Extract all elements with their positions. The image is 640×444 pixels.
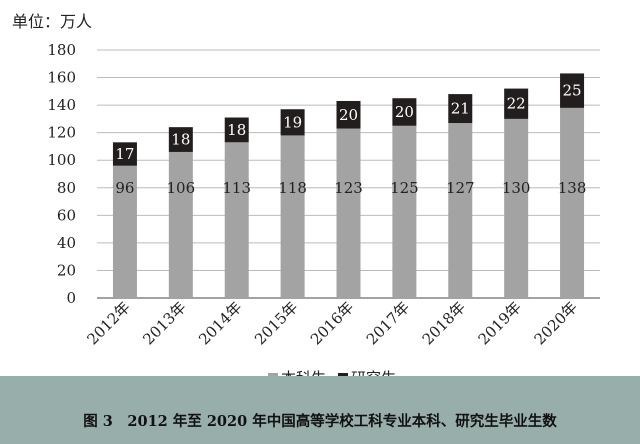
bar-graduate [336, 100, 361, 129]
x-tick-label: 2015年 [251, 298, 301, 348]
y-tick-label: 180 [47, 41, 76, 59]
x-tick-label: 2019年 [475, 298, 525, 348]
bar-graduate [504, 88, 529, 119]
x-tick-label: 2017年 [363, 298, 413, 348]
bar-undergrad [112, 165, 137, 298]
data-label-graduate: 19 [283, 113, 302, 131]
data-label-undergrad: 138 [558, 179, 587, 197]
bar-graduate [224, 117, 249, 143]
x-tick-label: 2014年 [195, 298, 245, 348]
bar-undergrad [448, 123, 473, 299]
bar-undergrad [560, 107, 585, 298]
x-tick-label: 2020年 [531, 298, 581, 348]
data-label-graduate: 21 [451, 100, 470, 118]
data-label-undergrad: 123 [334, 179, 363, 197]
data-label-graduate: 17 [115, 145, 134, 163]
bar-undergrad [280, 135, 305, 298]
bar-undergrad [504, 118, 529, 298]
data-label-undergrad: 127 [446, 179, 475, 197]
bars: 96 17 106 18 113 18 118 19 123 20 125 20 127 21 130 22 1… [112, 73, 587, 299]
y-tick-label: 80 [57, 179, 76, 197]
data-label-graduate: 22 [507, 95, 526, 113]
data-label-graduate: 25 [563, 82, 582, 100]
y-tick-label: 140 [47, 96, 76, 114]
x-axis-ticks: 2012年 2013年 2014年 2015年 2016年 2017年 2018年 2019年… [83, 298, 580, 348]
data-label-undergrad: 106 [167, 179, 196, 197]
y-tick-label: 40 [57, 234, 76, 252]
y-tick-label: 0 [66, 289, 76, 307]
bar-graduate [112, 142, 137, 166]
data-label-graduate: 18 [227, 121, 246, 139]
y-tick-label: 160 [47, 69, 76, 87]
y-tick-label: 120 [47, 124, 76, 142]
x-tick-label: 2016年 [307, 298, 357, 348]
bar-graduate [392, 98, 417, 126]
bar-undergrad [224, 142, 249, 298]
y-tick-label: 100 [47, 151, 76, 169]
figure-caption: 图 3 2012 年至 2020 年中国高等学校工科专业本科、研究生毕业生数 [83, 413, 557, 430]
x-tick-label: 2012年 [83, 298, 133, 348]
data-label-graduate: 20 [395, 103, 414, 121]
bar-undergrad [392, 125, 417, 299]
unit-label: 单位：万人 [12, 12, 93, 31]
data-label-undergrad: 125 [390, 179, 419, 197]
bar-graduate [448, 94, 473, 124]
bar-graduate [168, 127, 193, 152]
bar-undergrad [336, 128, 361, 298]
caption-band [0, 376, 640, 444]
data-label-graduate: 20 [339, 106, 358, 124]
x-tick-label: 2013年 [139, 298, 189, 348]
x-tick-label: 2018年 [419, 298, 469, 348]
stacked-bar-chart: 0 20 40 60 80 100 120 140 160 180 96 17 106 18 113 18 1… [47, 41, 600, 348]
y-tick-label: 60 [57, 206, 76, 224]
data-label-undergrad: 130 [502, 179, 531, 197]
y-axis-ticks: 0 20 40 60 80 100 120 140 160 180 [47, 41, 76, 307]
data-label-undergrad: 96 [115, 179, 134, 197]
bar-graduate [280, 109, 305, 136]
data-label-undergrad: 113 [222, 179, 251, 197]
data-label-undergrad: 118 [278, 179, 307, 197]
bar-undergrad [168, 151, 193, 298]
y-tick-label: 20 [57, 261, 76, 279]
data-label-graduate: 18 [171, 131, 190, 149]
bar-graduate [560, 73, 585, 108]
